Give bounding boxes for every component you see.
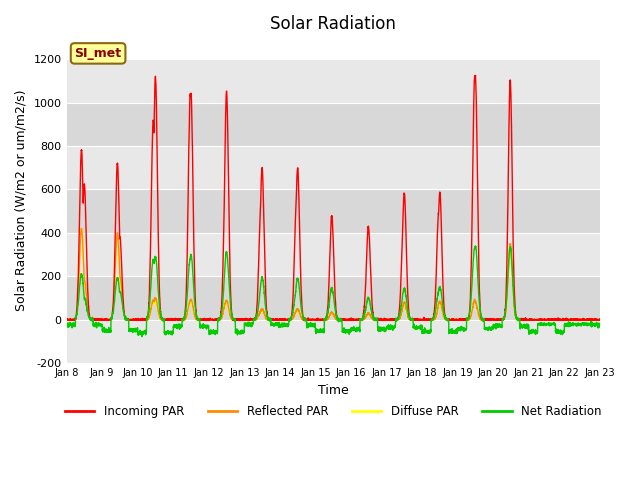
Reflected PAR — [77, 226, 85, 231]
Reflected PAR — [452, 317, 460, 323]
Net Radiation — [159, 316, 166, 322]
Diffuse PAR — [483, 317, 491, 323]
Title: Solar Radiation: Solar Radiation — [270, 15, 396, 33]
Y-axis label: Solar Radiation (W/m2 or um/m2/s): Solar Radiation (W/m2 or um/m2/s) — [15, 90, 28, 311]
Net Radiation — [452, 329, 460, 335]
Text: SI_met: SI_met — [74, 47, 122, 60]
Bar — [67, 103, 600, 146]
Diffuse PAR — [63, 316, 70, 322]
Reflected PAR — [63, 317, 70, 323]
Bar — [67, 276, 600, 320]
Net Radiation — [423, 329, 431, 335]
Bar — [67, 146, 600, 190]
Line: Diffuse PAR: Diffuse PAR — [67, 228, 600, 320]
Incoming PAR — [483, 317, 491, 323]
Diffuse PAR — [63, 317, 70, 323]
Incoming PAR — [472, 72, 479, 78]
Line: Reflected PAR: Reflected PAR — [67, 228, 600, 320]
Net Radiation — [472, 243, 479, 249]
Bar — [67, 59, 600, 103]
Reflected PAR — [595, 317, 603, 323]
Incoming PAR — [596, 317, 604, 323]
Reflected PAR — [596, 317, 604, 323]
Incoming PAR — [423, 317, 431, 323]
Diffuse PAR — [595, 317, 603, 323]
Net Radiation — [63, 324, 70, 329]
Line: Net Radiation: Net Radiation — [67, 246, 600, 336]
Incoming PAR — [63, 317, 70, 323]
Reflected PAR — [159, 317, 166, 323]
Net Radiation — [595, 321, 603, 326]
Diffuse PAR — [424, 317, 431, 323]
Bar — [67, 190, 600, 233]
Bar — [67, 233, 600, 276]
Incoming PAR — [595, 316, 603, 322]
Diffuse PAR — [159, 317, 166, 323]
Diffuse PAR — [596, 317, 604, 323]
Reflected PAR — [314, 316, 321, 322]
X-axis label: Time: Time — [318, 384, 349, 397]
Net Radiation — [483, 326, 491, 332]
Diffuse PAR — [453, 317, 461, 323]
Net Radiation — [314, 327, 321, 333]
Reflected PAR — [483, 316, 491, 322]
Incoming PAR — [159, 317, 166, 323]
Bar — [67, 320, 600, 363]
Legend: Incoming PAR, Reflected PAR, Diffuse PAR, Net Radiation: Incoming PAR, Reflected PAR, Diffuse PAR… — [60, 400, 606, 423]
Incoming PAR — [452, 317, 460, 323]
Net Radiation — [138, 334, 146, 339]
Net Radiation — [596, 322, 604, 327]
Incoming PAR — [314, 316, 321, 322]
Line: Incoming PAR: Incoming PAR — [67, 75, 600, 320]
Diffuse PAR — [77, 226, 85, 231]
Diffuse PAR — [314, 317, 321, 323]
Reflected PAR — [423, 317, 431, 323]
Incoming PAR — [63, 317, 70, 323]
